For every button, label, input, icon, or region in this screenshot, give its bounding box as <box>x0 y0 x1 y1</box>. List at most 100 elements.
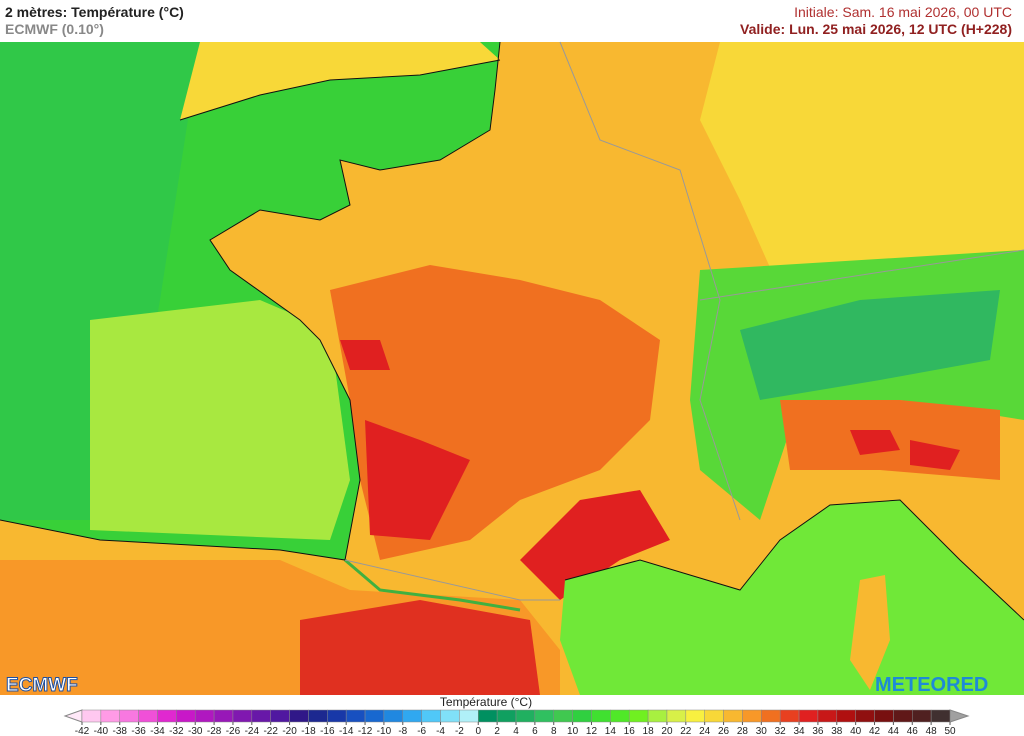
spain-hot <box>300 600 540 695</box>
scale-tick-label: 34 <box>793 726 805 736</box>
scale-segment <box>647 709 668 723</box>
hot-patch <box>340 340 390 370</box>
scale-segment <box>704 709 724 723</box>
scale-tick-label: -16 <box>320 726 335 736</box>
scale-segment <box>874 709 894 723</box>
scale-tick-label: 0 <box>475 726 481 736</box>
scale-segment <box>855 709 875 723</box>
sea-warm <box>90 300 350 540</box>
scale-tick-label: 50 <box>944 726 956 736</box>
scale-segment <box>572 709 592 723</box>
scale-tick-label: 8 <box>551 726 557 736</box>
scale-segment <box>383 709 404 723</box>
scale-tick-label: 42 <box>869 726 881 736</box>
scale-segment <box>610 709 630 723</box>
scale-segment <box>176 709 196 723</box>
scale-segment <box>628 709 649 723</box>
scale-tick-label: -2 <box>455 726 464 736</box>
model-label: ECMWF (0.10°) <box>5 21 104 37</box>
legend-title: Température (°C) <box>440 695 532 709</box>
scale-tick-label: -40 <box>94 726 109 736</box>
scale-tick-label: -20 <box>282 726 297 736</box>
map-title: 2 mètres: Température (°C) <box>5 4 184 20</box>
scale-tick-label: 36 <box>812 726 824 736</box>
hot-aquitaine <box>365 420 470 540</box>
po-hot <box>850 430 960 470</box>
valid-time: Valide: Lun. 25 mai 2026, 12 UTC (H+228) <box>740 21 1012 37</box>
scale-segment <box>308 709 328 723</box>
scale-segment <box>515 709 536 723</box>
logo-meteored: METEORED <box>875 674 988 696</box>
scale-tick-label: -26 <box>226 726 241 736</box>
scale-segment <box>157 709 177 723</box>
scale-segment <box>345 709 366 723</box>
scale-tick-label: 40 <box>850 726 862 736</box>
scale-segment <box>402 709 422 723</box>
scale-segment <box>836 709 856 723</box>
scale-segment <box>327 709 347 723</box>
scale-segment <box>270 709 290 723</box>
scale-tick-label: 22 <box>680 726 692 736</box>
scale-segment <box>440 709 460 723</box>
scale-tick-label: 20 <box>661 726 673 736</box>
england <box>180 42 500 120</box>
hot-languedoc <box>520 490 670 600</box>
scale-tick-label: -4 <box>436 726 445 736</box>
corsica <box>850 575 890 690</box>
mediterranean <box>560 500 1024 695</box>
scale-segment <box>251 709 271 723</box>
scale-segment <box>666 709 687 723</box>
scale-segment <box>817 709 838 723</box>
borders <box>344 41 1024 601</box>
scale-segment <box>478 709 498 723</box>
scale-segment <box>119 709 139 723</box>
scale-tick-label: -24 <box>245 726 260 736</box>
scale-tick-label: 18 <box>643 726 655 736</box>
scale-tick-label: -14 <box>339 726 354 736</box>
scale-segment <box>553 709 573 723</box>
scale-tick-label: 48 <box>926 726 938 736</box>
scale-segment <box>742 709 762 723</box>
scale-tick-label: 44 <box>888 726 900 736</box>
scale-tick-label: -22 <box>263 726 278 736</box>
scale-segment <box>893 709 913 723</box>
scale-segment <box>779 709 800 723</box>
scale-segment <box>459 709 479 723</box>
scale-segment <box>213 709 234 723</box>
logo-ecmwf: ECMWF <box>6 675 78 696</box>
north-east <box>700 42 1024 290</box>
scale-tick-label: -28 <box>207 726 222 736</box>
scale-segment <box>912 709 932 723</box>
scale-tick-label: 28 <box>737 726 749 736</box>
scale-tick-label: -12 <box>358 726 373 736</box>
scale-tick-label: 30 <box>756 726 768 736</box>
scale-tick-label: -6 <box>417 726 426 736</box>
scale-tick-label: 6 <box>532 726 538 736</box>
scale-segment <box>930 709 951 723</box>
scale-tick-label: -10 <box>377 726 392 736</box>
scale-segment <box>364 709 385 723</box>
scale-tick-label: 12 <box>586 726 598 736</box>
scale-segment <box>723 709 743 723</box>
scale-tick-label: -42 <box>75 726 90 736</box>
scale-segment <box>138 709 158 723</box>
sea-deep <box>0 42 200 520</box>
scale-segment <box>798 709 819 723</box>
scale-tick-label: -34 <box>150 726 165 736</box>
initial-time: Initiale: Sam. 16 mai 2026, 00 UTC <box>794 4 1012 20</box>
scale-tick-label: -32 <box>169 726 184 736</box>
scale-segment <box>81 709 102 723</box>
scale-segment <box>232 709 253 723</box>
scale-segment <box>100 709 120 723</box>
scale-segment <box>591 709 611 723</box>
scale-segment <box>761 709 781 723</box>
scale-tick-label: 46 <box>907 726 919 736</box>
scale-segment <box>685 709 705 723</box>
scale-segment <box>496 709 517 723</box>
color-scale: -42 -40 -38 -36 -34 -32 -30 -28 -26 -24 -22 -20 -18-… <box>75 709 956 736</box>
scale-tick-label: 26 <box>718 726 730 736</box>
pyrenees <box>344 558 521 612</box>
scale-tick-label: 32 <box>775 726 787 736</box>
